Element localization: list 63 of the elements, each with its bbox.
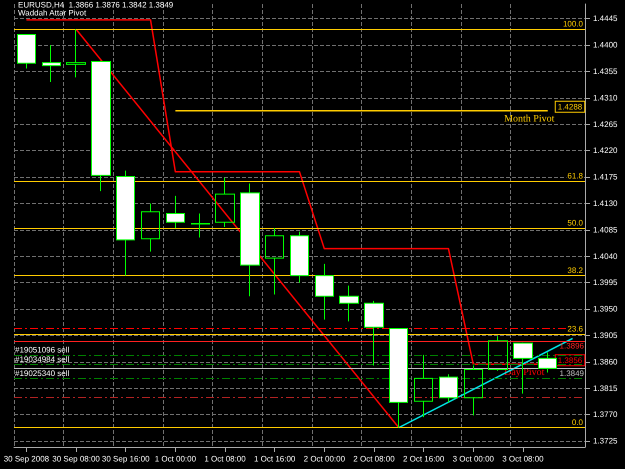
- candlestick: [66, 28, 86, 78]
- candlestick: [191, 212, 210, 238]
- x-tick-label: 30 Sep 08:00: [52, 454, 100, 464]
- candlestick: [91, 60, 111, 192]
- annotation: 50.0: [567, 218, 584, 228]
- data-label: 1.3856: [558, 356, 583, 365]
- candlestick: [290, 231, 309, 284]
- candlestick: [414, 354, 433, 418]
- y-tick-label: 1.4310: [593, 93, 618, 102]
- x-tick-label: 2 Oct 00:00: [304, 454, 346, 464]
- annotation: 38.2: [567, 266, 584, 276]
- y-tick-label: 1.4355: [593, 66, 618, 76]
- candlestick: [116, 170, 135, 276]
- x-tick-label: 2 Oct 08:00: [353, 454, 396, 464]
- x-tick-label: 2 Oct 16:00: [402, 454, 445, 464]
- y-tick-label: 1.4130: [593, 198, 618, 208]
- candlestick: [215, 177, 235, 228]
- y-tick-label: 1.3860: [593, 357, 618, 366]
- candlestick: [166, 195, 185, 229]
- annotation: 100.0: [562, 20, 584, 29]
- ref-line-label: 1.3849: [560, 368, 585, 378]
- candlestick: [240, 183, 260, 297]
- y-tick-label: 1.3725: [593, 436, 618, 446]
- candlestick: [464, 364, 483, 416]
- y-tick-label: 1.4265: [593, 120, 618, 129]
- x-tick-label: 30 Sep 16:00: [102, 454, 150, 464]
- y-tick-label: 1.4445: [593, 14, 618, 24]
- candlestick: [315, 263, 334, 320]
- y-tick-label: 1.3770: [593, 410, 618, 420]
- y-tick-label: 1.3905: [593, 331, 618, 340]
- candlestick: [439, 374, 458, 403]
- candlestick: [141, 202, 160, 252]
- chart-title: EURUSD,H4 1.3866 1.3876 1.3842 1.3849: [18, 0, 174, 10]
- candlestick: [389, 328, 408, 428]
- ref-line-label: #19025340 sell: [15, 368, 70, 378]
- data-label: 1.4288: [558, 102, 583, 112]
- y-tick-label: 1.4085: [593, 225, 618, 234]
- annotation: 61.8: [567, 172, 584, 181]
- annotation: 0.0: [572, 418, 584, 428]
- candlestick: [265, 228, 284, 295]
- y-tick-label: 1.4175: [593, 172, 618, 182]
- x-tick-label: 3 Oct 08:00: [502, 454, 544, 464]
- ref-line-label: 1.3896: [560, 341, 585, 350]
- ref-line-label: #19034984 sell: [15, 354, 70, 364]
- x-tick-label: 30 Sep 2008: [4, 454, 50, 464]
- x-tick-label: 1 Oct 08:00: [204, 454, 246, 464]
- annotation: Month Pivot: [504, 113, 555, 124]
- y-tick-label: 1.3950: [593, 304, 618, 314]
- y-tick-label: 1.4040: [593, 252, 618, 261]
- x-tick-label: 1 Oct 16:00: [254, 454, 296, 464]
- candlestick: [339, 285, 359, 322]
- y-tick-label: 1.3995: [593, 278, 618, 288]
- annotation: 23.6: [567, 324, 584, 334]
- text: Waddah Attar Pivot: [18, 8, 87, 18]
- x-tick-label: 3 Oct 00:00: [452, 454, 495, 464]
- ref-line-label: #19051096 sell: [15, 345, 70, 354]
- y-tick-label: 1.3815: [593, 384, 618, 393]
- candlestick: [17, 34, 36, 70]
- x-tick-label: 1 Oct 00:00: [154, 454, 197, 464]
- y-tick-label: 1.4220: [593, 146, 618, 156]
- candlestick: [364, 300, 384, 366]
- y-tick-label: 1.4400: [593, 40, 618, 50]
- candlestick: [42, 44, 61, 83]
